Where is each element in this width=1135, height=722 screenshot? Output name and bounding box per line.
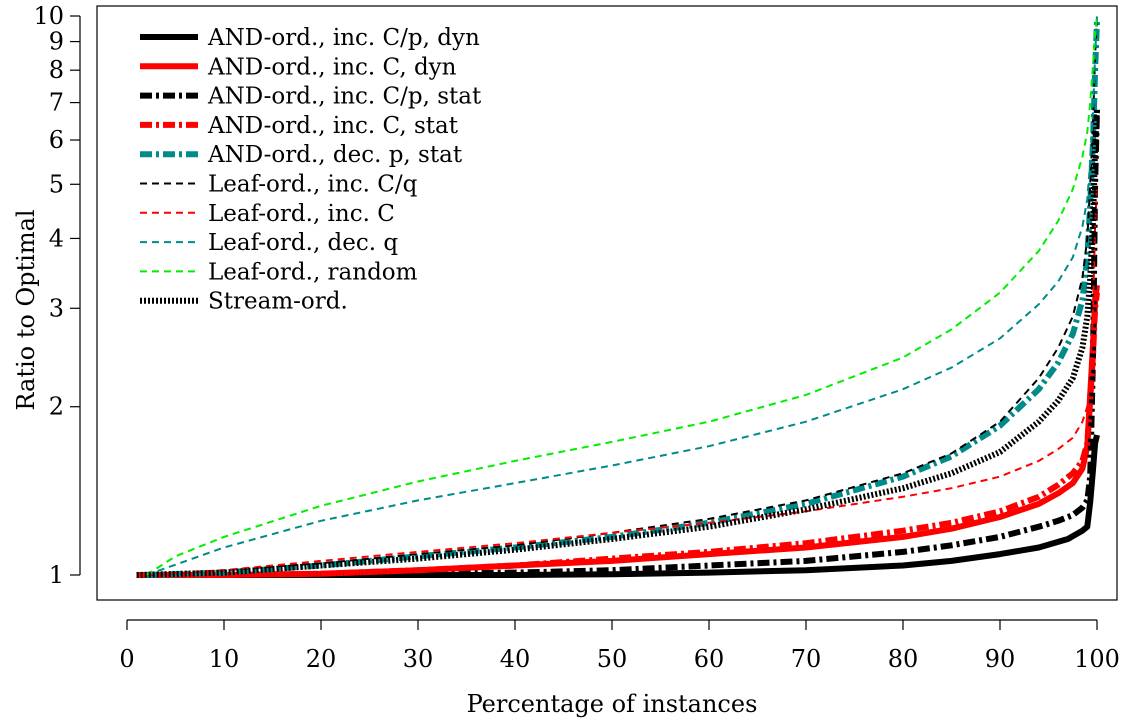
y-axis-label: Ratio to Optimal xyxy=(12,209,40,410)
x-tick-label: 10 xyxy=(209,645,240,673)
y-tick-label: 8 xyxy=(49,56,64,84)
y-tick-label: 4 xyxy=(49,224,64,252)
x-tick-label: 90 xyxy=(985,645,1016,673)
legend-label-3: AND-ord., inc. C, stat xyxy=(207,113,459,139)
y-tick-label: 10 xyxy=(33,2,64,30)
legend-label-5: Leaf-ord., inc. C/q xyxy=(208,172,418,198)
legend-label-0: AND-ord., inc. C/p, dyn xyxy=(207,25,480,51)
legend-label-2: AND-ord., inc. C/p, stat xyxy=(207,84,482,110)
y-tick-label: 7 xyxy=(49,89,64,117)
series-line-8 xyxy=(145,15,1098,576)
x-tick-label: 30 xyxy=(403,645,434,673)
series-layer xyxy=(136,15,1100,578)
legend: AND-ord., inc. C/p, dyn AND-ord., inc. C,… xyxy=(140,25,482,315)
series-line-0 xyxy=(136,434,1100,578)
x-axis: 0 10 20 30 40 50 60 70 80 90 100 xyxy=(119,619,1120,673)
plot-border xyxy=(96,5,1118,601)
y-tick-label: 1 xyxy=(49,561,64,589)
y-tick-label: 2 xyxy=(49,393,64,421)
legend-label-6: Leaf-ord., inc. C xyxy=(208,201,395,227)
x-tick-label: 80 xyxy=(888,645,919,673)
y-tick-label: 6 xyxy=(49,126,64,154)
x-tick-label: 50 xyxy=(597,645,628,673)
legend-label-8: Leaf-ord., random xyxy=(208,259,418,285)
series-line-4 xyxy=(146,20,1100,578)
series-line-3 xyxy=(136,292,1100,578)
x-tick-label: 20 xyxy=(306,645,337,673)
x-tick-label: 100 xyxy=(1074,645,1120,673)
x-tick-label: 40 xyxy=(500,645,531,673)
series-line-6 xyxy=(146,184,1098,576)
x-tick-label: 70 xyxy=(791,645,822,673)
legend-label-9: Stream-ord. xyxy=(208,289,348,315)
series-line-9 xyxy=(136,109,1100,578)
y-tick-label: 3 xyxy=(49,294,64,322)
y-tick-label: 5 xyxy=(49,170,64,198)
x-tick-label: 60 xyxy=(694,645,725,673)
series-line-2 xyxy=(136,109,1100,578)
plot-frame xyxy=(96,5,1118,601)
x-axis-label: Percentage of instances xyxy=(467,690,758,718)
legend-label-7: Leaf-ord., dec. q xyxy=(208,230,398,256)
y-tick-label: 9 xyxy=(49,28,64,56)
series-line-5 xyxy=(146,15,1098,576)
x-tick-label: 0 xyxy=(119,645,134,673)
legend-label-4: AND-ord., dec. p, stat xyxy=(207,142,463,168)
legend-label-1: AND-ord., inc. C, dyn xyxy=(207,54,457,80)
